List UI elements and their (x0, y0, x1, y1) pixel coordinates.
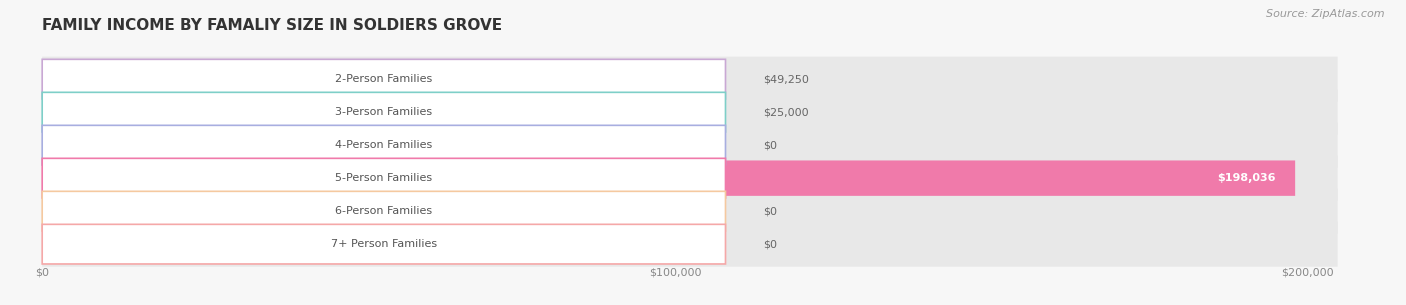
FancyBboxPatch shape (42, 158, 725, 198)
Text: Source: ZipAtlas.com: Source: ZipAtlas.com (1267, 9, 1385, 19)
FancyBboxPatch shape (42, 57, 1337, 102)
Text: $49,250: $49,250 (763, 74, 810, 84)
Text: $0: $0 (763, 239, 778, 249)
FancyBboxPatch shape (42, 188, 1337, 234)
FancyBboxPatch shape (42, 125, 725, 165)
Text: 5-Person Families: 5-Person Families (335, 173, 433, 183)
Text: $0: $0 (763, 206, 778, 216)
FancyBboxPatch shape (42, 123, 1337, 168)
FancyBboxPatch shape (42, 191, 725, 231)
FancyBboxPatch shape (42, 59, 725, 99)
Text: 3-Person Families: 3-Person Families (335, 107, 433, 117)
FancyBboxPatch shape (42, 61, 354, 97)
FancyBboxPatch shape (42, 160, 1295, 196)
Text: $0: $0 (763, 140, 778, 150)
Text: 6-Person Families: 6-Person Families (335, 206, 433, 216)
FancyBboxPatch shape (42, 224, 725, 264)
FancyBboxPatch shape (42, 95, 200, 130)
Text: 4-Person Families: 4-Person Families (335, 140, 433, 150)
Text: $198,036: $198,036 (1218, 173, 1277, 183)
Text: $25,000: $25,000 (763, 107, 808, 117)
Text: FAMILY INCOME BY FAMALIY SIZE IN SOLDIERS GROVE: FAMILY INCOME BY FAMALIY SIZE IN SOLDIER… (42, 18, 502, 33)
FancyBboxPatch shape (42, 90, 1337, 135)
FancyBboxPatch shape (42, 222, 1337, 267)
FancyBboxPatch shape (42, 92, 725, 132)
Text: 7+ Person Families: 7+ Person Families (330, 239, 437, 249)
Text: 2-Person Families: 2-Person Families (335, 74, 433, 84)
FancyBboxPatch shape (42, 156, 1337, 201)
